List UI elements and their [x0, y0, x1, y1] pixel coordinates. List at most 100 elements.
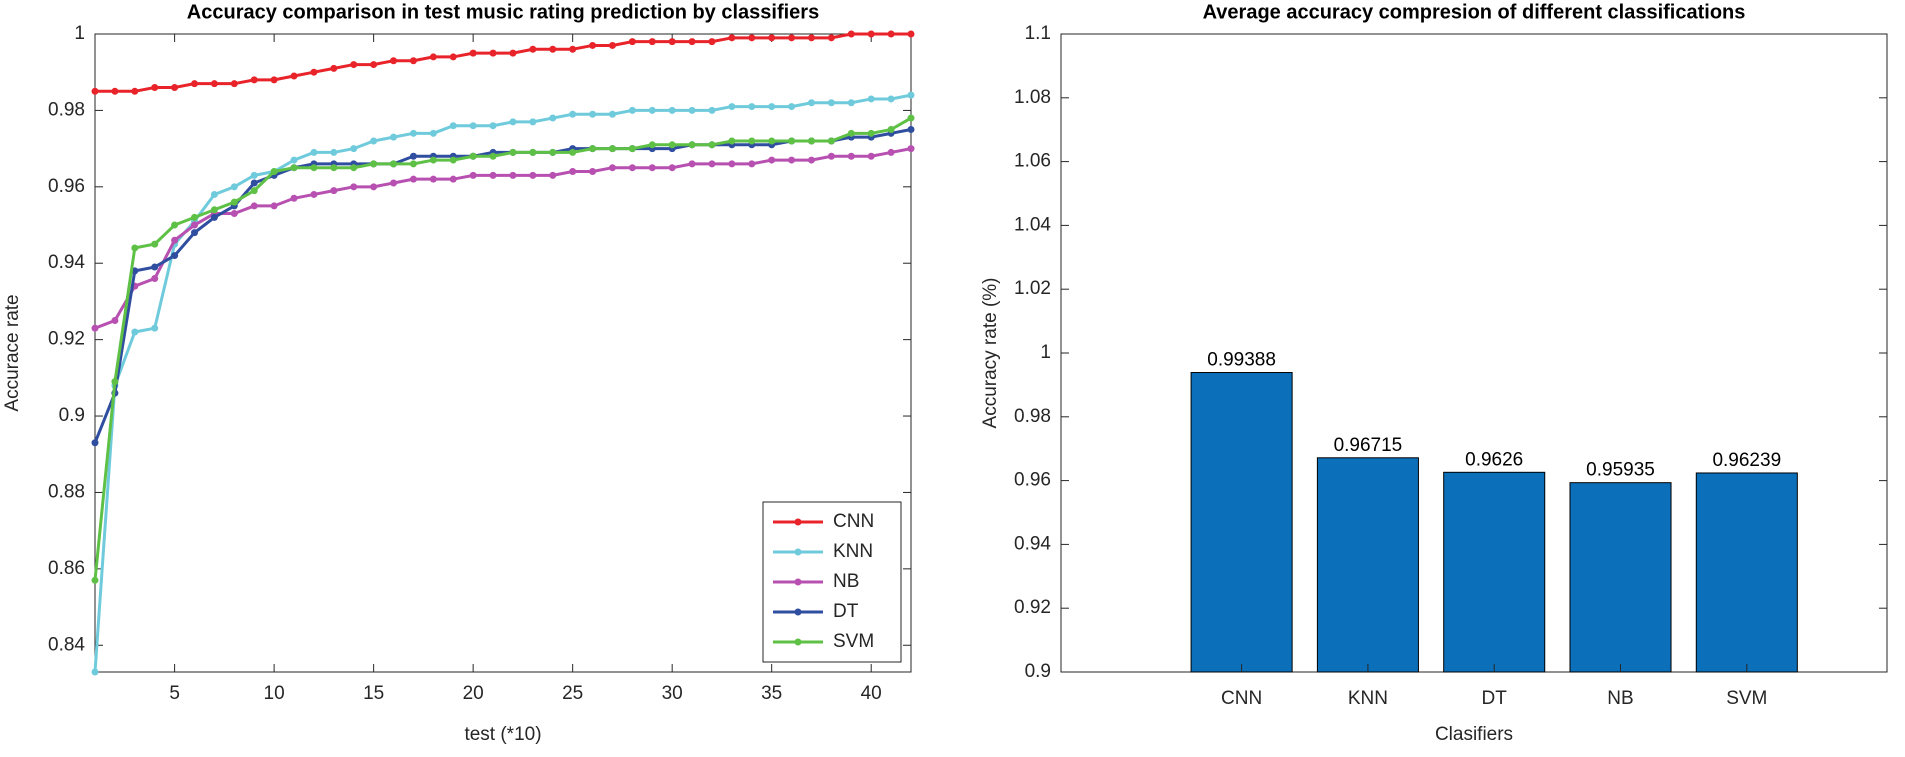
series-marker [350, 61, 358, 69]
series-marker [768, 137, 776, 145]
x-tick-label: KNN [1348, 688, 1388, 709]
series-marker [91, 439, 99, 447]
series-marker [628, 106, 636, 114]
series-marker [91, 576, 99, 584]
legend-label: DT [833, 601, 859, 622]
series-marker [887, 95, 895, 103]
legend-label: KNN [833, 541, 873, 562]
series-marker [330, 187, 338, 195]
series-marker [628, 38, 636, 46]
series-marker [827, 99, 835, 107]
series-marker [409, 152, 417, 160]
series-marker [887, 30, 895, 38]
y-tick-label: 0.9 [59, 405, 85, 426]
series-marker [728, 137, 736, 145]
bar [1316, 457, 1419, 673]
bar-value-label: 0.9626 [1465, 449, 1523, 470]
series-marker [807, 156, 815, 164]
series-marker [708, 141, 716, 149]
bar [1569, 482, 1672, 673]
y-tick-label: 0.98 [48, 99, 85, 120]
series-marker [907, 91, 915, 99]
x-tick-label: 10 [264, 683, 285, 704]
series-marker [728, 34, 736, 42]
series-marker [708, 106, 716, 114]
legend-label: SVM [833, 631, 874, 652]
y-tick-label: 0.92 [48, 329, 85, 350]
series-marker [469, 171, 477, 179]
series-marker [688, 106, 696, 114]
series-marker [907, 30, 915, 38]
x-tick-label: 20 [463, 683, 484, 704]
series-marker [151, 240, 159, 248]
series-marker [250, 76, 258, 84]
series-marker [469, 152, 477, 160]
series-marker [708, 160, 716, 168]
series-marker [330, 148, 338, 156]
series-marker [529, 171, 537, 179]
series-marker [589, 41, 597, 49]
y-tick-label: 0.96 [1014, 470, 1051, 491]
series-marker [847, 30, 855, 38]
x-tick-label: DT [1482, 688, 1508, 709]
y-tick-label: 1.04 [1014, 214, 1051, 235]
y-tick-label: 1 [1040, 342, 1051, 363]
series-marker [768, 34, 776, 42]
series-marker [210, 206, 218, 214]
series-marker [708, 38, 716, 46]
series-marker [748, 137, 756, 145]
series-marker [907, 126, 915, 134]
series-marker [270, 202, 278, 210]
series-marker [131, 328, 139, 336]
series-marker [191, 80, 199, 88]
series-marker [131, 87, 139, 95]
series-marker [748, 103, 756, 111]
series-marker [788, 156, 796, 164]
x-tick-label: 15 [363, 683, 384, 704]
series-marker [768, 156, 776, 164]
chart-title: Accuracy comparison in test music rating… [187, 1, 819, 23]
chart-title: Average accuracy compresion of different… [1203, 1, 1746, 23]
bar-value-label: 0.96715 [1334, 435, 1403, 456]
series-marker [449, 175, 457, 183]
series-marker [250, 187, 258, 195]
series-marker [390, 160, 398, 168]
series-marker [529, 148, 537, 156]
series-marker [91, 668, 99, 676]
series-marker [171, 252, 179, 260]
series-marker [111, 378, 119, 386]
x-tick-label: 30 [662, 683, 683, 704]
series-marker [549, 148, 557, 156]
series-marker [887, 148, 895, 156]
legend-marker [794, 518, 802, 526]
y-tick-label: 0.94 [48, 252, 85, 273]
series-marker [330, 164, 338, 172]
series-marker [648, 106, 656, 114]
x-axis-label: Clasifiers [1435, 724, 1513, 745]
series-marker [728, 160, 736, 168]
series-marker [250, 179, 258, 187]
series-marker [350, 183, 358, 191]
y-tick-label: 0.96 [48, 176, 85, 197]
series-marker [589, 145, 597, 153]
x-tick-label: CNN [1221, 688, 1262, 709]
series-marker [191, 221, 199, 229]
series-marker [310, 68, 318, 76]
y-tick-label: 0.86 [48, 558, 85, 579]
series-marker [827, 152, 835, 160]
series-marker [748, 160, 756, 168]
series-marker [628, 145, 636, 153]
series-marker [569, 168, 577, 176]
series-marker [827, 34, 835, 42]
series-marker [549, 114, 557, 122]
series-marker [290, 194, 298, 202]
series-marker [449, 53, 457, 61]
x-axis-label: test (*10) [464, 724, 541, 745]
y-tick-label: 1 [74, 23, 85, 44]
series-marker [648, 38, 656, 46]
series-marker [867, 95, 875, 103]
series-marker [648, 141, 656, 149]
series-marker [608, 41, 616, 49]
series-marker [728, 103, 736, 111]
series-marker [668, 164, 676, 172]
